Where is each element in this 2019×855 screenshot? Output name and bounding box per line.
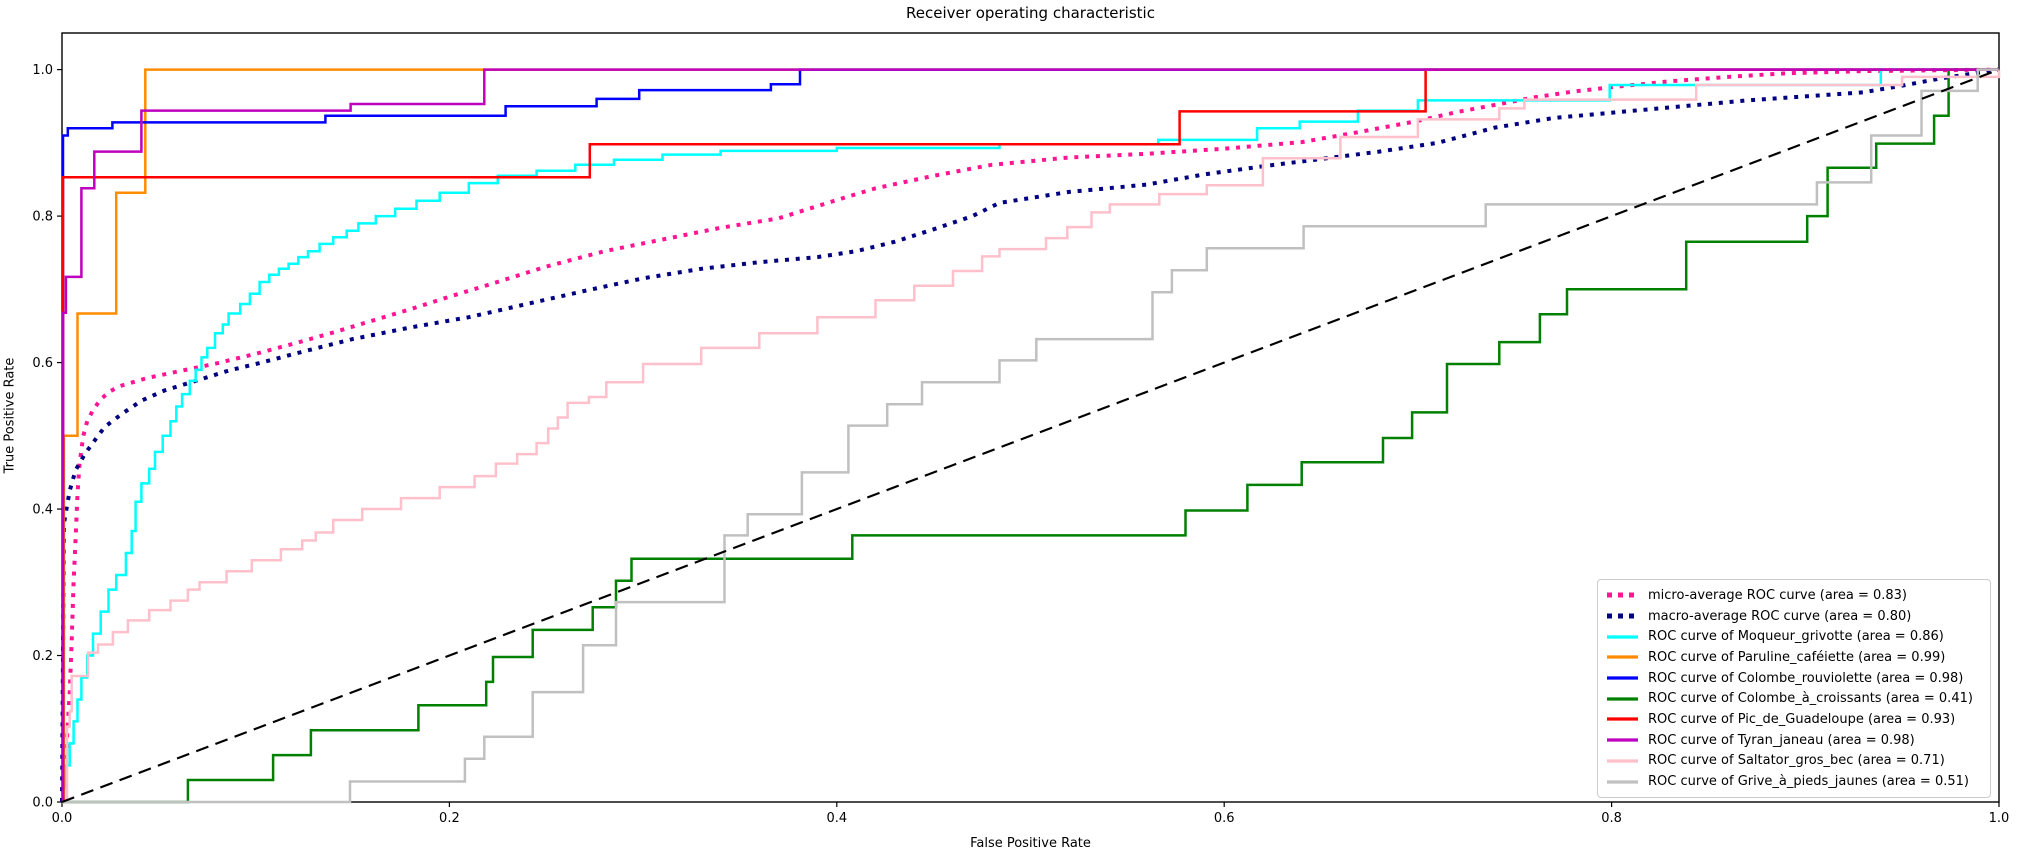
legend-swatch-Paruline_caféiette (1607, 655, 1638, 660)
x-tick-label: 0.0 (52, 811, 73, 826)
y-tick-label: 0.6 (32, 356, 53, 371)
legend-item-Pic_de_Guadeloupe: ROC curve of Pic_de_Guadeloupe (area = 0… (1606, 709, 1982, 729)
series-Grive_à_pieds_jaunes (62, 68, 1999, 804)
legend-item-Colombe_à_croissants: ROC curve of Colombe_à_croissants (area … (1606, 689, 1982, 709)
legend-swatch-Colombe_rouviolette (1607, 676, 1638, 680)
x-tick-label: 0.4 (826, 811, 847, 826)
x-axis-label: False Positive Rate (970, 836, 1091, 851)
legend-item-Grive_à_pieds_jaunes: ROC curve of Grive_à_pieds_jaunes (area … (1606, 772, 1982, 792)
legend-swatch-Tyran_janeau (1607, 738, 1638, 742)
legend-swatch-micro-average (1607, 592, 1638, 598)
legend-label: ROC curve of Colombe_rouviolette (area =… (1648, 670, 1964, 686)
legend-label: ROC curve of Paruline_caféiette (area = … (1648, 649, 1946, 665)
x-tick-label: 0.8 (1601, 811, 1622, 826)
legend-item-Saltator_gros_bec: ROC curve of Saltator_gros_bec (area = 0… (1606, 751, 1982, 771)
legend-item-Paruline_caféiette: ROC curve of Paruline_caféiette (area = … (1606, 647, 1982, 667)
series-Tyran_janeau (61, 68, 1999, 804)
legend-item-Colombe_rouviolette: ROC curve of Colombe_rouviolette (area =… (1606, 668, 1982, 688)
legend-label: ROC curve of Tyran_janeau (area = 0.98) (1648, 732, 1915, 748)
series-Saltator_gros_bec (62, 69, 2001, 804)
y-tick-label: 0.0 (32, 796, 53, 811)
x-tick-label: 0.6 (1214, 811, 1235, 826)
legend-swatch-macro-average (1607, 613, 1638, 619)
chart-title: Receiver operating characteristic (906, 4, 1155, 22)
legend-label: ROC curve of Pic_de_Guadeloupe (area = 0… (1648, 711, 1956, 727)
series-chance-diagonal (61, 68, 2000, 804)
legend-item-Tyran_janeau: ROC curve of Tyran_janeau (area = 0.98) (1606, 730, 1982, 750)
series-Colombe_à_croissants (62, 68, 1999, 804)
series-Colombe_rouviolette (61, 68, 1999, 804)
legend-item-micro-average: micro-average ROC curve (area = 0.83) (1606, 585, 1982, 605)
legend-label: ROC curve of Moqueur_grivotte (area = 0.… (1648, 629, 1944, 645)
series-macro-average (60, 67, 2000, 803)
legend-item-Moqueur_grivotte: ROC curve of Moqueur_grivotte (area = 0.… (1606, 627, 1982, 647)
legend-item-macro-average: macro-average ROC curve (area = 0.80) (1606, 606, 1982, 626)
series-micro-average (60, 67, 2000, 803)
series-Moqueur_grivotte (62, 68, 1999, 804)
legend-label: micro-average ROC curve (area = 0.83) (1648, 587, 1907, 603)
legend-swatch-Colombe_à_croissants (1607, 697, 1638, 701)
legend-swatch-Saltator_gros_bec (1607, 759, 1638, 763)
x-tick-label: 1.0 (1989, 811, 2010, 826)
y-tick-label: 0.2 (32, 649, 53, 664)
legend: micro-average ROC curve (area = 0.83) mac… (1597, 579, 1991, 798)
legend-label: macro-average ROC curve (area = 0.80) (1648, 608, 1912, 624)
y-axis-label: True Positive Rate (2, 357, 18, 474)
legend-label: ROC curve of Grive_à_pieds_jaunes (area … (1648, 774, 1969, 790)
y-tick-label: 1.0 (32, 63, 53, 78)
legend-swatch-Moqueur_grivotte (1607, 635, 1638, 639)
legend-swatch-Pic_de_Guadeloupe (1607, 717, 1638, 722)
legend-swatch-Grive_à_pieds_jaunes (1607, 779, 1638, 784)
legend-label: ROC curve of Saltator_gros_bec (area = 0… (1648, 753, 1945, 769)
x-tick-label: 0.2 (439, 811, 460, 826)
legend-label: ROC curve of Colombe_à_croissants (area … (1648, 691, 1973, 707)
y-tick-label: 0.8 (32, 210, 53, 225)
y-tick-label: 0.4 (32, 503, 53, 518)
